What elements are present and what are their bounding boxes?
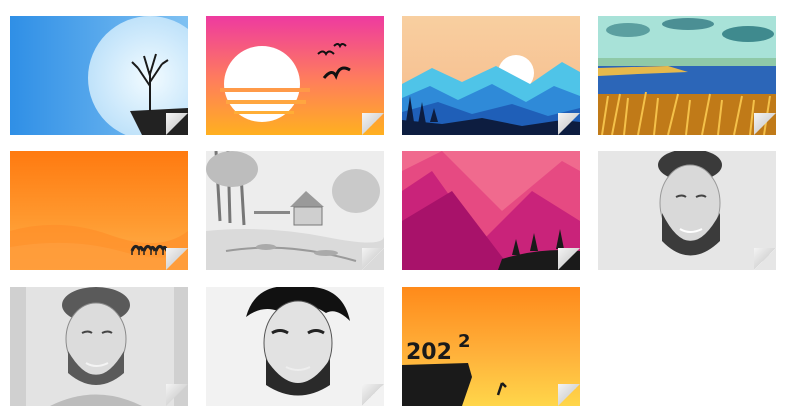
gallery-tile-moon-tree[interactable] (10, 16, 188, 135)
gallery-tile-sketch-portrait-1[interactable] (598, 151, 776, 270)
gallery-tile-sketch-portrait-2[interactable] (10, 287, 188, 406)
gallery-tile-lake-grass[interactable] (598, 16, 776, 135)
moon-tree-painting (10, 16, 188, 135)
charcoal-portrait-drawing (206, 287, 384, 406)
gallery-tile-mountain-sunrise[interactable] (402, 16, 580, 135)
gallery-tile-sketch-portrait-3[interactable] (206, 287, 384, 406)
gallery-tile-desert-camels[interactable] (10, 151, 188, 270)
gallery-tile-sunset-birds[interactable] (206, 16, 384, 135)
magenta-mountains-painting (402, 151, 580, 270)
mountain-sunrise-painting (402, 16, 580, 135)
gallery-tile-magenta-mountains[interactable] (402, 151, 580, 270)
pencil-portrait-drawing (10, 287, 188, 406)
year-text-prefix: 202 (406, 340, 452, 365)
gallery-tile-pencil-cottage[interactable] (206, 151, 384, 270)
desert-camels-painting (10, 151, 188, 270)
sunset-2022-painting: 202 2 (402, 287, 580, 406)
lake-grass-painting (598, 16, 776, 135)
gallery-tile-2022-cliff[interactable]: 202 2 (402, 287, 580, 406)
pencil-portrait-drawing (598, 151, 776, 270)
year-text-last-digit: 2 (458, 331, 471, 352)
sunset-birds-painting (206, 16, 384, 135)
falling-figure-icon (496, 382, 507, 396)
pencil-cottage-drawing (206, 151, 384, 270)
